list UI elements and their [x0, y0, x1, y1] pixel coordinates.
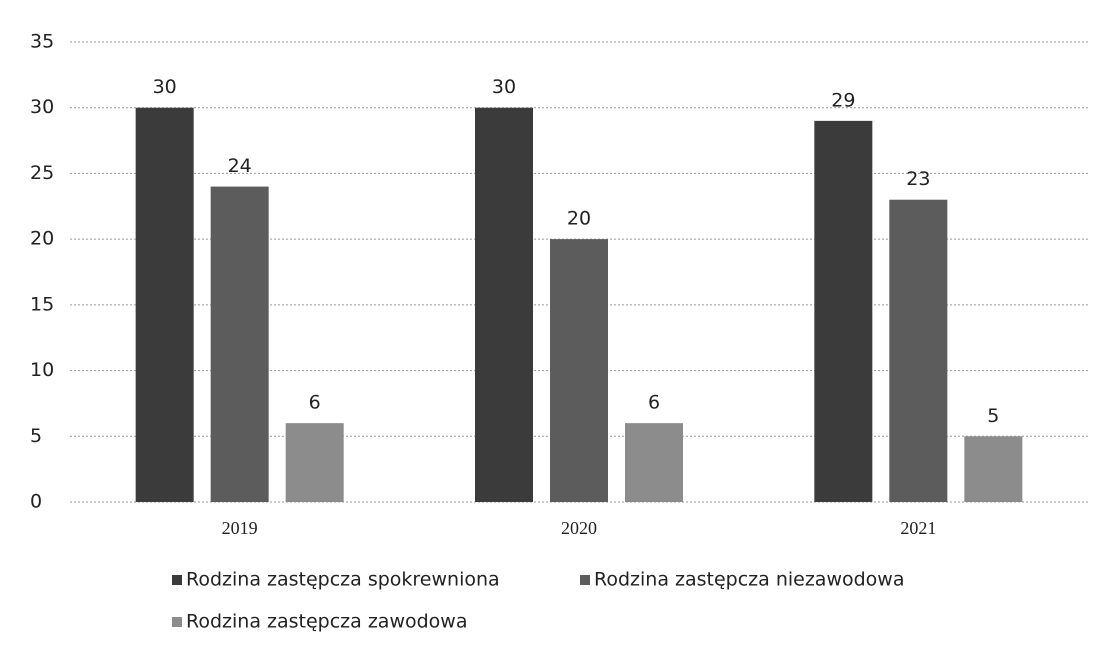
- data-label: 23: [906, 168, 930, 190]
- y-tick-label: 25: [30, 162, 54, 184]
- legend-label: Rodzina zastępcza spokrewniona: [186, 569, 500, 591]
- bar: [964, 436, 1023, 502]
- data-label: 30: [492, 76, 516, 98]
- data-label: 20: [567, 208, 591, 230]
- bar: [475, 107, 533, 502]
- data-label: 6: [648, 392, 660, 414]
- y-tick-label: 5: [30, 425, 42, 447]
- y-tick-label: 30: [30, 96, 54, 118]
- x-tick-label: 2020: [561, 518, 597, 538]
- bar: [210, 186, 269, 503]
- x-tick-label: 2021: [900, 518, 936, 538]
- legend-swatch: [172, 617, 182, 627]
- bar: [814, 120, 873, 502]
- x-tick-label: 2019: [222, 518, 258, 538]
- bar: [135, 107, 194, 502]
- y-tick-label: 10: [30, 359, 54, 381]
- bar: [625, 423, 683, 502]
- y-tick-label: 15: [30, 293, 54, 315]
- data-label: 6: [309, 392, 321, 414]
- bar: [889, 199, 948, 502]
- data-label: 24: [228, 155, 252, 177]
- y-tick-label: 35: [30, 31, 54, 53]
- legend-swatch: [172, 575, 182, 585]
- y-tick-label: 0: [30, 491, 42, 513]
- bar: [550, 239, 608, 502]
- legend-swatch: [580, 575, 590, 585]
- legend-label: Rodzina zastępcza zawodowa: [186, 611, 467, 633]
- data-label: 5: [987, 405, 999, 427]
- bar: [285, 423, 344, 502]
- legend-label: Rodzina zastępcza niezawodowa: [594, 569, 905, 591]
- data-label: 29: [831, 89, 855, 111]
- y-tick-label: 20: [30, 228, 54, 250]
- data-label: 30: [153, 76, 177, 98]
